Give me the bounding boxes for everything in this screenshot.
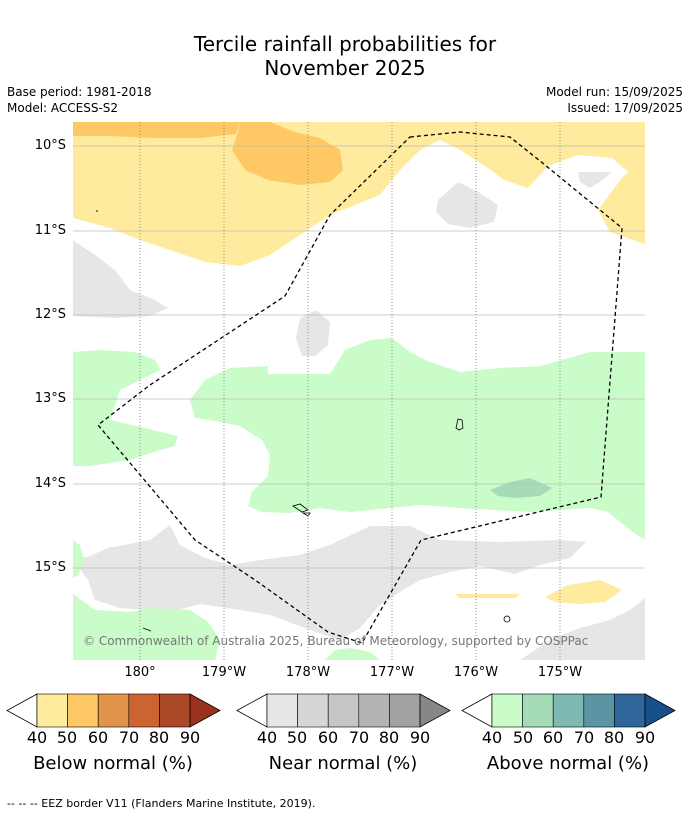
map-title-line1: Tercile rainfall probabilities for xyxy=(193,32,497,56)
near-normal-west xyxy=(73,240,168,318)
above-normal-40-southwest-a xyxy=(73,540,84,578)
near-normal-center-blob xyxy=(296,310,330,356)
issued-date: Issued: 17/09/2025 xyxy=(567,101,683,115)
tick-label: 90 xyxy=(179,728,201,747)
near-normal-under-triangle xyxy=(236,693,268,728)
tick-label: 50 xyxy=(512,728,534,747)
tick-label: 80 xyxy=(378,728,400,747)
island-outline xyxy=(142,627,152,632)
map-area: © Commonwealth of Australia 2025, Bureau… xyxy=(73,122,645,660)
tick-label: 60 xyxy=(87,728,109,747)
above-normal-40-south-c xyxy=(325,648,380,660)
near-normal-southeast xyxy=(520,598,645,660)
below-normal-over-triangle xyxy=(189,693,221,728)
lon-label: 175°W xyxy=(537,665,583,680)
near-normal-label: Near normal (%) xyxy=(268,753,418,774)
below-normal-40-thin xyxy=(455,594,520,598)
model-run: Model run: 15/09/2025 xyxy=(545,85,683,99)
tick-label: 60 xyxy=(542,728,564,747)
tick-label: 40 xyxy=(256,728,278,747)
above-normal-50-region xyxy=(490,478,552,498)
above-normal-color-segment xyxy=(491,693,523,728)
colorbar-near-normal xyxy=(236,693,451,728)
lat-label: 15°S xyxy=(34,560,66,575)
model-name: Model: ACCESS-S2 xyxy=(7,101,119,115)
tick-label: 70 xyxy=(118,728,140,747)
colorbar-above-normal xyxy=(461,693,676,728)
tick-label: 90 xyxy=(634,728,656,747)
near-normal-color-segment xyxy=(389,693,421,728)
island-outline xyxy=(503,615,511,623)
lat-label: 13°S xyxy=(34,391,66,406)
above-normal-color-segment xyxy=(583,693,615,728)
near-normal-color-segment xyxy=(297,693,329,728)
near-normal-over-triangle xyxy=(419,693,451,728)
above-normal-color-segment xyxy=(522,693,554,728)
lon-label: 178°W xyxy=(285,665,331,680)
below-normal-color-segment xyxy=(36,693,68,728)
below-normal-color-segment xyxy=(67,693,99,728)
below-normal-40-south xyxy=(545,580,622,604)
below-normal-50-region xyxy=(73,122,343,185)
base-period: Base period: 1981-2018 xyxy=(7,85,152,99)
above-normal-label: Above normal (%) xyxy=(486,753,650,774)
tick-label: 80 xyxy=(603,728,625,747)
near-normal-color-segment xyxy=(358,693,390,728)
lat-label: 10°S xyxy=(34,138,66,153)
above-normal-under-triangle xyxy=(461,693,493,728)
near-normal-northeast xyxy=(578,172,612,188)
below-normal-under-triangle xyxy=(6,693,38,728)
copyright-notice: © Commonwealth of Australia 2025, Bureau… xyxy=(83,634,588,648)
above-normal-40-west xyxy=(73,350,178,466)
tick-label: 60 xyxy=(317,728,339,747)
island-outline xyxy=(301,512,311,517)
lon-label: 180° xyxy=(124,665,156,680)
map-title-line2: November 2025 xyxy=(264,56,426,80)
tick-label: 80 xyxy=(148,728,170,747)
below-normal-40-region xyxy=(73,122,645,266)
eez-border xyxy=(97,131,623,644)
above-normal-color-segment xyxy=(552,693,585,728)
above-normal-color-segment xyxy=(614,693,646,728)
below-normal-color-segment xyxy=(159,693,191,728)
tick-label: 50 xyxy=(56,728,78,747)
tick-label: 90 xyxy=(409,728,431,747)
tick-label: 50 xyxy=(286,728,308,747)
lon-label: 177°W xyxy=(369,665,415,680)
colorbar-below-normal xyxy=(6,693,221,728)
below-normal-label: Below normal (%) xyxy=(33,753,193,774)
island-outline xyxy=(455,418,464,431)
near-normal-south-band xyxy=(73,525,586,640)
tick-label: 40 xyxy=(26,728,48,747)
tick-label: 70 xyxy=(573,728,595,747)
lon-label: 176°W xyxy=(453,665,499,680)
latitude-gridlines xyxy=(73,145,645,569)
lon-label: 179°W xyxy=(201,665,247,680)
below-normal-color-segment xyxy=(97,693,130,728)
tick-label: 70 xyxy=(348,728,370,747)
above-normal-over-triangle xyxy=(644,693,676,728)
eez-footnote: -- -- -- EEZ border V11 (Flanders Marine… xyxy=(7,797,316,810)
lat-label: 12°S xyxy=(34,307,66,322)
above-normal-40-southwest-b xyxy=(73,594,220,660)
lat-label: 11°S xyxy=(34,223,66,238)
lat-label: 14°S xyxy=(34,476,66,491)
tick-label: 40 xyxy=(481,728,503,747)
below-normal-color-segment xyxy=(128,693,160,728)
near-normal-color-segment xyxy=(327,693,360,728)
near-normal-color-segment xyxy=(266,693,298,728)
near-normal-north-blob xyxy=(436,182,498,228)
